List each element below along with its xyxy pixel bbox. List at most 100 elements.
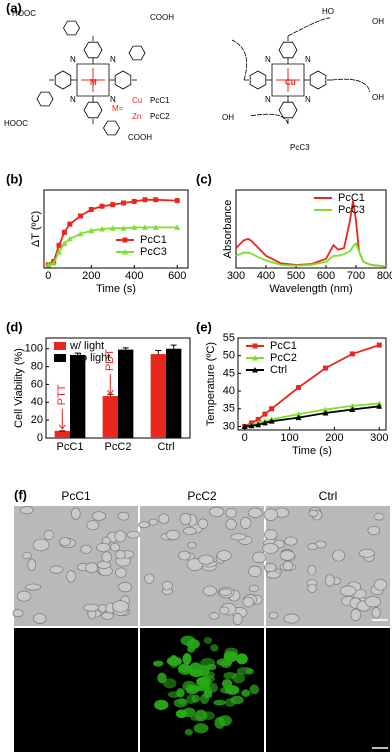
cell	[247, 507, 263, 518]
chem-label: PcC1	[150, 96, 170, 105]
plot-frame	[235, 189, 387, 269]
point	[131, 198, 137, 204]
fluorescent-cell	[184, 728, 193, 736]
y-tick-label: 30	[223, 420, 235, 432]
point	[376, 403, 383, 409]
x-tick-label: 400	[125, 270, 143, 282]
cell	[20, 506, 34, 515]
y-tick-label: 100	[25, 343, 43, 355]
fluorescent-cell	[186, 638, 200, 650]
point	[61, 229, 67, 235]
point	[322, 410, 329, 416]
cell	[230, 533, 247, 541]
legend-label: w/ light	[69, 340, 104, 352]
point	[78, 213, 84, 219]
x-tick-label: 600	[317, 270, 335, 282]
y-axis-label: Cell Viability (%)	[13, 348, 25, 428]
point	[255, 416, 261, 422]
fluorescent-cell	[224, 698, 236, 707]
y-tick-label: 35	[223, 403, 235, 415]
atom-label: N	[70, 55, 76, 64]
point	[50, 260, 57, 266]
fluorescent-cell	[199, 693, 210, 705]
chem-label: HOOC	[12, 9, 36, 18]
fluorescent-cell	[241, 689, 251, 697]
cell	[242, 596, 254, 608]
micrographs: PcC1 PcC2 Ctrl	[12, 489, 390, 752]
fluorescent-cell	[206, 663, 217, 671]
cell	[332, 549, 346, 562]
chem-label: PcC2	[150, 112, 170, 121]
cell	[83, 603, 100, 612]
y-tick-label: 55	[223, 332, 235, 344]
legend-label: PcC3	[338, 204, 365, 216]
fluorescent-cell	[221, 679, 233, 689]
point	[255, 421, 262, 428]
point	[295, 414, 302, 421]
error-bar	[122, 347, 129, 350]
point	[296, 385, 302, 391]
atom-label: N	[265, 55, 271, 64]
cell	[85, 562, 98, 574]
cell	[95, 542, 111, 553]
legend-label: PcC1	[140, 234, 167, 246]
fluorescent-cell	[213, 699, 226, 706]
ring	[309, 70, 327, 90]
point	[56, 242, 62, 248]
ring	[54, 70, 72, 90]
point	[268, 418, 275, 424]
cell	[114, 530, 127, 543]
ring	[278, 101, 298, 119]
point	[376, 400, 383, 406]
x-tick-label: 200	[82, 270, 100, 282]
point	[322, 406, 329, 412]
point	[120, 225, 127, 231]
bond	[271, 63, 305, 97]
cell	[166, 529, 180, 541]
cell	[138, 521, 151, 529]
point	[88, 227, 95, 234]
ring	[36, 91, 54, 107]
cell	[307, 583, 317, 593]
x-tick-label: PcC2	[105, 441, 132, 453]
fluorescent-cell	[191, 694, 201, 703]
chem-label: COOH	[150, 13, 174, 22]
x-tick-label: 200	[325, 432, 343, 444]
legend-marker	[252, 343, 258, 349]
atom-label: N	[110, 55, 116, 64]
y-axis-label: ΔT (ºC)	[30, 211, 42, 247]
cell	[25, 583, 42, 591]
fluorescent-cell	[204, 671, 215, 679]
cell	[43, 529, 55, 540]
annotation: PDT	[104, 349, 116, 371]
x-axis-label: Time (s)	[96, 283, 136, 295]
cell	[32, 538, 50, 552]
chem-label: M=	[112, 104, 124, 113]
cell	[282, 560, 294, 571]
ring	[114, 70, 132, 90]
cell	[115, 550, 126, 560]
point	[262, 411, 268, 417]
fluorescent-cell	[162, 678, 177, 689]
cell	[186, 558, 203, 571]
cell	[66, 570, 76, 583]
chem-label: PcC3	[290, 143, 310, 152]
y-tick-label: 50	[223, 350, 235, 362]
cell	[268, 611, 279, 619]
point	[61, 240, 68, 247]
ring	[278, 41, 298, 59]
chem-label: HO	[322, 7, 334, 16]
fluorescent-cell	[216, 658, 233, 667]
cell	[307, 565, 317, 576]
legend-label: Ctrl	[270, 364, 287, 376]
atom-label: N	[70, 95, 76, 104]
cell	[367, 525, 381, 536]
annotation: PTT	[56, 384, 68, 405]
cell	[209, 612, 220, 620]
x-tick-label: 0	[242, 432, 248, 444]
cell	[218, 588, 233, 596]
cell	[263, 529, 278, 540]
point	[142, 197, 148, 203]
series-line	[235, 200, 387, 268]
cell	[162, 580, 173, 591]
